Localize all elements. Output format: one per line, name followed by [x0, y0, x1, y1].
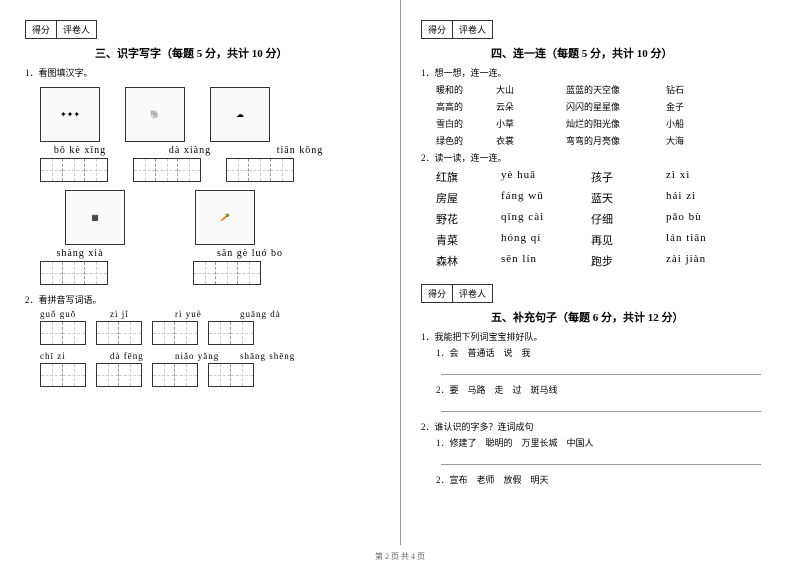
- phon-row: 青菜hóng qí再见lán tiān: [436, 232, 785, 248]
- pinyin: bō kè xīng: [40, 145, 120, 156]
- img-carrot: 🥕: [195, 190, 255, 245]
- match-row: 雪白的小草灿烂的阳光像小船: [436, 117, 785, 130]
- grid-row-1: [40, 158, 385, 182]
- q2-label: 2．看拼音写词语。: [25, 293, 385, 306]
- pinyin-row-3: guǒ guǒ zì jǐ rì yuè guāng dà: [40, 309, 385, 319]
- char-grid[interactable]: [40, 158, 108, 182]
- s5-q1: 1．我能把下列词宝宝排好队。: [421, 330, 785, 343]
- phon-row: 房屋fáng wū蓝天hái zi: [436, 190, 785, 206]
- score-box: 得分 评卷人: [421, 284, 493, 303]
- section3-title: 三、识字写字（每题 5 分，共计 10 分）: [95, 45, 385, 61]
- score-label: 得分: [26, 21, 57, 38]
- grid-row-2: [40, 261, 385, 285]
- pinyin-row-2: shàng xià sān gè luó bo: [40, 248, 385, 259]
- answer-line[interactable]: [441, 400, 761, 412]
- char-grid[interactable]: [133, 158, 201, 182]
- img-stars: ✦✦✦: [40, 87, 100, 142]
- score-box: 得分 评卷人: [421, 20, 493, 39]
- pinyin: shàng xià: [40, 248, 120, 259]
- char-grid[interactable]: [40, 261, 108, 285]
- pinyin: dà xiàng: [150, 145, 230, 156]
- s5-q1b: 2．要 马路 走 过 斑马线: [436, 383, 785, 396]
- s5-q2: 2．谁认识的字多？连词成句: [421, 420, 785, 433]
- img-sky: ☁: [210, 87, 270, 142]
- section4-title: 四、连一连（每题 5 分，共计 10 分）: [491, 45, 785, 61]
- s5-q1a: 1．会 普通话 说 我: [436, 346, 785, 359]
- s5-q2a: 1．修建了 聪明的 万里长城 中国人: [436, 436, 785, 449]
- answer-line[interactable]: [441, 363, 761, 375]
- pinyin: tiān kōng: [260, 145, 340, 156]
- image-row-2: ▦ 🥕: [65, 190, 385, 245]
- answer-line[interactable]: [441, 453, 761, 465]
- section5-title: 五、补充句子（每题 6 分，共计 12 分）: [491, 309, 785, 325]
- pinyin-row-4: chī zi dà fēng niǎo yǎng shāng shēng: [40, 351, 385, 361]
- page-footer: 第 2 页 共 4 页: [0, 551, 800, 562]
- left-column: 得分 评卷人 三、识字写字（每题 5 分，共计 10 分） 1．看图填汉字。 ✦…: [0, 0, 400, 545]
- grid-row-4: [40, 363, 385, 387]
- grid-row-3: [40, 321, 385, 345]
- right-column: 得分 评卷人 四、连一连（每题 5 分，共计 10 分） 1．想一想，连一连。 …: [400, 0, 800, 545]
- image-row-1: ✦✦✦ 🐘 ☁: [40, 87, 385, 142]
- img-elephant: 🐘: [125, 87, 185, 142]
- q1-label: 1．看图填汉字。: [25, 66, 385, 79]
- s5-q2b: 2．宣布 老师 放假 明天: [436, 473, 785, 486]
- phon-row: 野花qīng cài仔细pǎo bù: [436, 211, 785, 227]
- phon-row: 红旗yè huā孩子zì xì: [436, 169, 785, 185]
- char-grid[interactable]: [193, 261, 261, 285]
- char-grid[interactable]: [226, 158, 294, 182]
- score-box: 得分 评卷人: [25, 20, 97, 39]
- pinyin: sān gè luó bo: [210, 248, 290, 259]
- phon-row: 森林sēn lín跑步zài jiàn: [436, 253, 785, 269]
- pinyin-row-1: bō kè xīng dà xiàng tiān kōng: [40, 145, 385, 156]
- reviewer-label: 评卷人: [57, 21, 96, 38]
- page: 得分 评卷人 三、识字写字（每题 5 分，共计 10 分） 1．看图填汉字。 ✦…: [0, 0, 800, 545]
- s4-q1: 1．想一想，连一连。: [421, 66, 785, 79]
- match-row: 暖和的大山蓝蓝的天空像钻石: [436, 83, 785, 96]
- match-row: 高高的云朵闪闪的星星像金子: [436, 100, 785, 113]
- s4-q2: 2．读一读，连一连。: [421, 151, 785, 164]
- img-updown: ▦: [65, 190, 125, 245]
- match-row: 绿色的衣裳弯弯的月亮像大海: [436, 134, 785, 147]
